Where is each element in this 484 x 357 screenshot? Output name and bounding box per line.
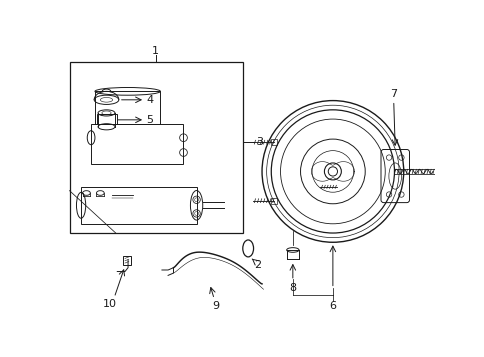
Text: 10: 10: [102, 299, 116, 309]
Text: 8: 8: [288, 283, 296, 293]
Text: 7: 7: [389, 90, 396, 100]
Bar: [271, 139, 276, 145]
Bar: [81, 187, 196, 224]
Bar: [91, 124, 183, 164]
Bar: [69, 62, 242, 233]
Text: 3: 3: [256, 137, 262, 147]
Bar: [97, 115, 116, 124]
Bar: [95, 91, 160, 124]
Bar: [271, 198, 276, 204]
Text: 6: 6: [329, 301, 336, 311]
Text: 1: 1: [152, 46, 159, 56]
Text: 2: 2: [254, 260, 261, 270]
Text: 4: 4: [146, 95, 153, 105]
Text: 9: 9: [212, 301, 219, 311]
Bar: [123, 256, 131, 265]
Text: 5: 5: [146, 115, 153, 125]
